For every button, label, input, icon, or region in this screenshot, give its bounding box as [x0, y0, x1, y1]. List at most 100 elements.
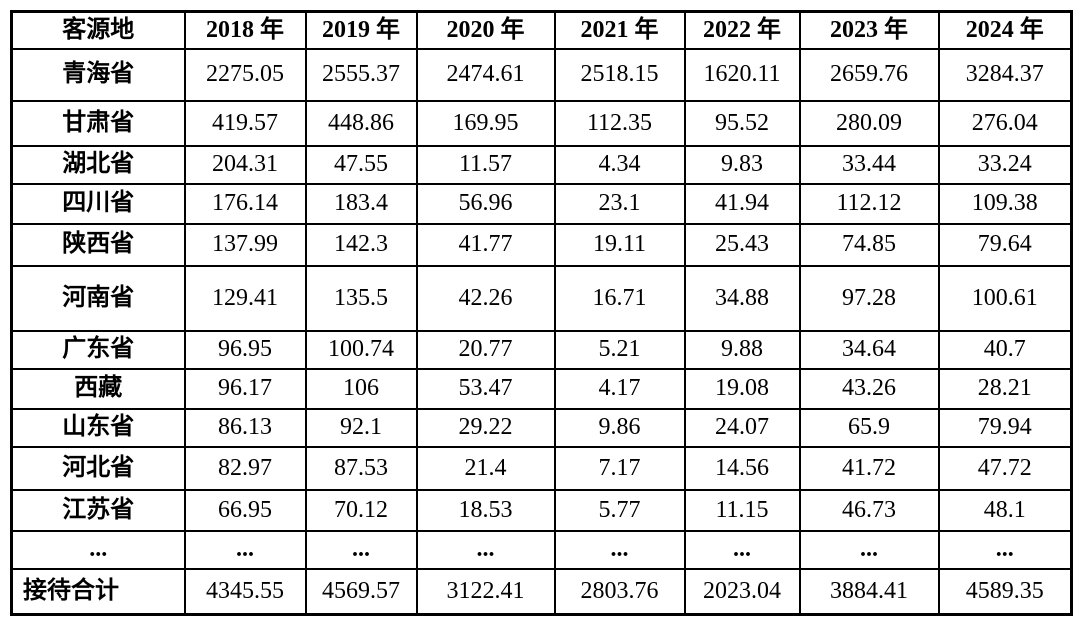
value-cell: 40.7 [937, 329, 1073, 370]
value-cell: 3122.41 [415, 567, 556, 616]
value-cell: 19.11 [553, 222, 686, 267]
value-cell: 34.64 [798, 329, 940, 370]
value-cell: 28.21 [937, 367, 1073, 410]
value-cell: ... [798, 529, 940, 570]
table-row: 青海省 2275.05 2555.37 2474.61 2518.15 1620.11 26… [10, 47, 1073, 102]
value-cell: 86.13 [183, 407, 307, 448]
value-cell: 2023.04 [683, 567, 801, 616]
value-cell: 48.1 [937, 488, 1073, 532]
value-cell: 11.15 [683, 488, 801, 532]
value-cell: 41.94 [683, 182, 801, 225]
row-label-cell: 江苏省 [10, 488, 186, 532]
value-cell: 142.3 [304, 222, 418, 267]
value-cell: 25.43 [683, 222, 801, 267]
value-cell: 2555.37 [304, 47, 418, 102]
value-cell: 112.35 [553, 99, 686, 147]
table-row: 山东省 86.13 92.1 29.22 9.86 24.07 65.9 79.94 [10, 407, 1073, 448]
value-cell: ... [183, 529, 307, 570]
header-cell-year: 2020 年 [415, 10, 556, 50]
value-cell: 79.64 [937, 222, 1073, 267]
value-cell: 23.1 [553, 182, 686, 225]
value-cell: 9.83 [683, 144, 801, 185]
value-cell: 42.26 [415, 264, 556, 332]
row-label-cell: 甘肃省 [10, 99, 186, 147]
value-cell: 96.95 [183, 329, 307, 370]
value-cell: 18.53 [415, 488, 556, 532]
value-cell: 47.72 [937, 445, 1073, 491]
value-cell: 176.14 [183, 182, 307, 225]
value-cell: 33.44 [798, 144, 940, 185]
value-cell: 2275.05 [183, 47, 307, 102]
value-cell: 183.4 [304, 182, 418, 225]
table-row: 河南省 129.41 135.5 42.26 16.71 34.88 97.28 100.61 [10, 264, 1073, 332]
value-cell: 1620.11 [683, 47, 801, 102]
value-cell: 109.38 [937, 182, 1073, 225]
table-row: 西藏 96.17 106 53.47 4.17 19.08 43.26 28.21 [10, 367, 1073, 410]
value-cell: 4569.57 [304, 567, 418, 616]
row-label-cell: 广东省 [10, 329, 186, 370]
value-cell: 169.95 [415, 99, 556, 147]
value-cell: 129.41 [183, 264, 307, 332]
value-cell: 20.77 [415, 329, 556, 370]
row-label-cell: 四川省 [10, 182, 186, 225]
value-cell: 96.17 [183, 367, 307, 410]
value-cell: 9.86 [553, 407, 686, 448]
table-row: 江苏省 66.95 70.12 18.53 5.77 11.15 46.73 48.1 [10, 488, 1073, 532]
header-cell-year: 2021 年 [553, 10, 686, 50]
value-cell: 2803.76 [553, 567, 686, 616]
value-cell: 112.12 [798, 182, 940, 225]
value-cell: 204.31 [183, 144, 307, 185]
header-cell-year: 2019 年 [304, 10, 418, 50]
row-label-cell: 湖北省 [10, 144, 186, 185]
value-cell: 5.21 [553, 329, 686, 370]
value-cell: 56.96 [415, 182, 556, 225]
value-cell: 43.26 [798, 367, 940, 410]
table-row: 甘肃省 419.57 448.86 169.95 112.35 95.52 280.09 27… [10, 99, 1073, 147]
value-cell: 65.9 [798, 407, 940, 448]
table-row: 湖北省 204.31 47.55 11.57 4.34 9.83 33.44 33.24 [10, 144, 1073, 185]
value-cell: 2518.15 [553, 47, 686, 102]
header-cell-source: 客源地 [10, 10, 186, 50]
value-cell: 2659.76 [798, 47, 940, 102]
header-cell-year: 2022 年 [683, 10, 801, 50]
row-label-cell: 河南省 [10, 264, 186, 332]
row-label-cell: ... [10, 529, 186, 570]
value-cell: 448.86 [304, 99, 418, 147]
value-cell: 47.55 [304, 144, 418, 185]
value-cell: 97.28 [798, 264, 940, 332]
value-cell: 9.88 [683, 329, 801, 370]
value-cell: 4.34 [553, 144, 686, 185]
value-cell: 19.08 [683, 367, 801, 410]
value-cell: 4345.55 [183, 567, 307, 616]
table-row: 陕西省 137.99 142.3 41.77 19.11 25.43 74.85 79.64 [10, 222, 1073, 267]
row-label-cell: 接待合计 [10, 567, 186, 616]
value-cell: 87.53 [304, 445, 418, 491]
value-cell: 34.88 [683, 264, 801, 332]
value-cell: 53.47 [415, 367, 556, 410]
value-cell: 16.71 [553, 264, 686, 332]
value-cell: 3284.37 [937, 47, 1073, 102]
value-cell: 24.07 [683, 407, 801, 448]
row-label-cell: 青海省 [10, 47, 186, 102]
value-cell: 137.99 [183, 222, 307, 267]
header-cell-year: 2024 年 [937, 10, 1073, 50]
value-cell: 106 [304, 367, 418, 410]
value-cell: 29.22 [415, 407, 556, 448]
value-cell: ... [937, 529, 1073, 570]
value-cell: 66.95 [183, 488, 307, 532]
table-row: ........................ [10, 529, 1073, 570]
value-cell: 100.61 [937, 264, 1073, 332]
value-cell: 95.52 [683, 99, 801, 147]
value-cell: 46.73 [798, 488, 940, 532]
value-cell: 33.24 [937, 144, 1073, 185]
value-cell: ... [304, 529, 418, 570]
value-cell: 14.56 [683, 445, 801, 491]
table-row: 四川省 176.14 183.4 56.96 23.1 41.94 112.12 109.38 [10, 182, 1073, 225]
value-cell: 419.57 [183, 99, 307, 147]
value-cell: 74.85 [798, 222, 940, 267]
value-cell: 2474.61 [415, 47, 556, 102]
